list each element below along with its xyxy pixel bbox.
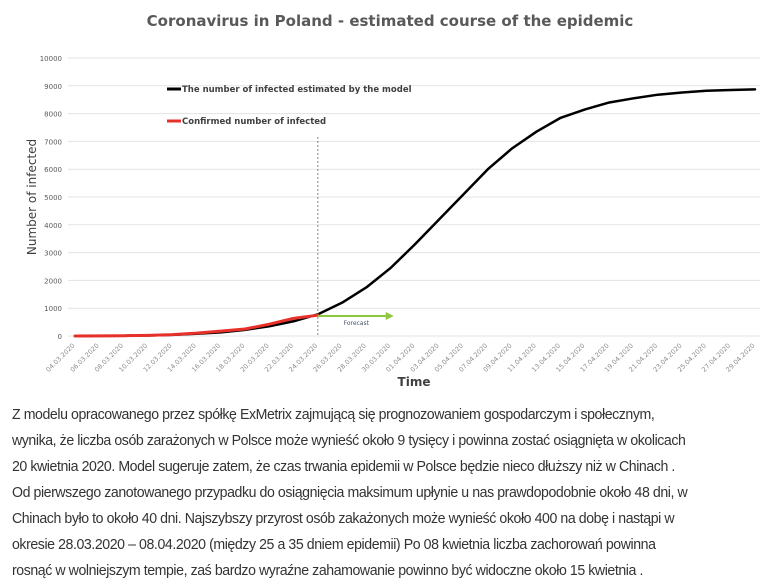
y-tick-label: 4000 [44, 222, 62, 230]
y-tick-label: 5000 [44, 194, 62, 202]
legend-label-confirmed: Confirmed number of infected [182, 117, 326, 127]
y-tick-label: 0 [58, 333, 62, 341]
text-line: 20 kwietnia 2020. Model sugeruje zatem, … [12, 454, 726, 480]
text-line: Od pierwszego zanotowanego przypadku do … [12, 480, 726, 506]
y-axis-label: Number of infected [25, 139, 39, 255]
forecast-label: Forecast [344, 320, 370, 327]
text-line: Chinach było to około 40 dni. Najszybszy… [12, 506, 726, 532]
x-axis-label: Time [398, 375, 431, 389]
y-tick-label: 10000 [40, 55, 62, 63]
text-line: rosnąć w wolniejszym tempie, zaś bardzo … [12, 558, 726, 584]
y-tick-label: 2000 [44, 277, 62, 285]
text-line: okresie 28.03.2020 – 08.04.2020 (między … [12, 532, 726, 558]
y-tick-label: 7000 [44, 138, 62, 146]
y-tick-label: 6000 [44, 166, 62, 174]
model-series-line [75, 89, 755, 336]
y-tick-label: 3000 [44, 250, 62, 258]
y-tick-label: 1000 [44, 305, 62, 313]
epidemic-chart: Coronavirus in Poland - estimated course… [0, 0, 780, 400]
text-line: Z modelu opracowanego przez spółkę ExMet… [12, 402, 726, 428]
legend-label-model: The number of infected estimated by the … [182, 85, 412, 95]
y-tick-label: 9000 [44, 83, 62, 91]
text-line: wynika, że liczba osób zarażonych w Pols… [12, 428, 726, 454]
forecast-arrowhead-icon [386, 312, 394, 320]
chart-title: Coronavirus in Poland - estimated course… [147, 12, 634, 30]
y-tick-label: 8000 [44, 111, 62, 119]
confirmed-series-line [75, 315, 318, 336]
article-text: Z modelu opracowanego przez spółkę ExMet… [12, 402, 780, 584]
